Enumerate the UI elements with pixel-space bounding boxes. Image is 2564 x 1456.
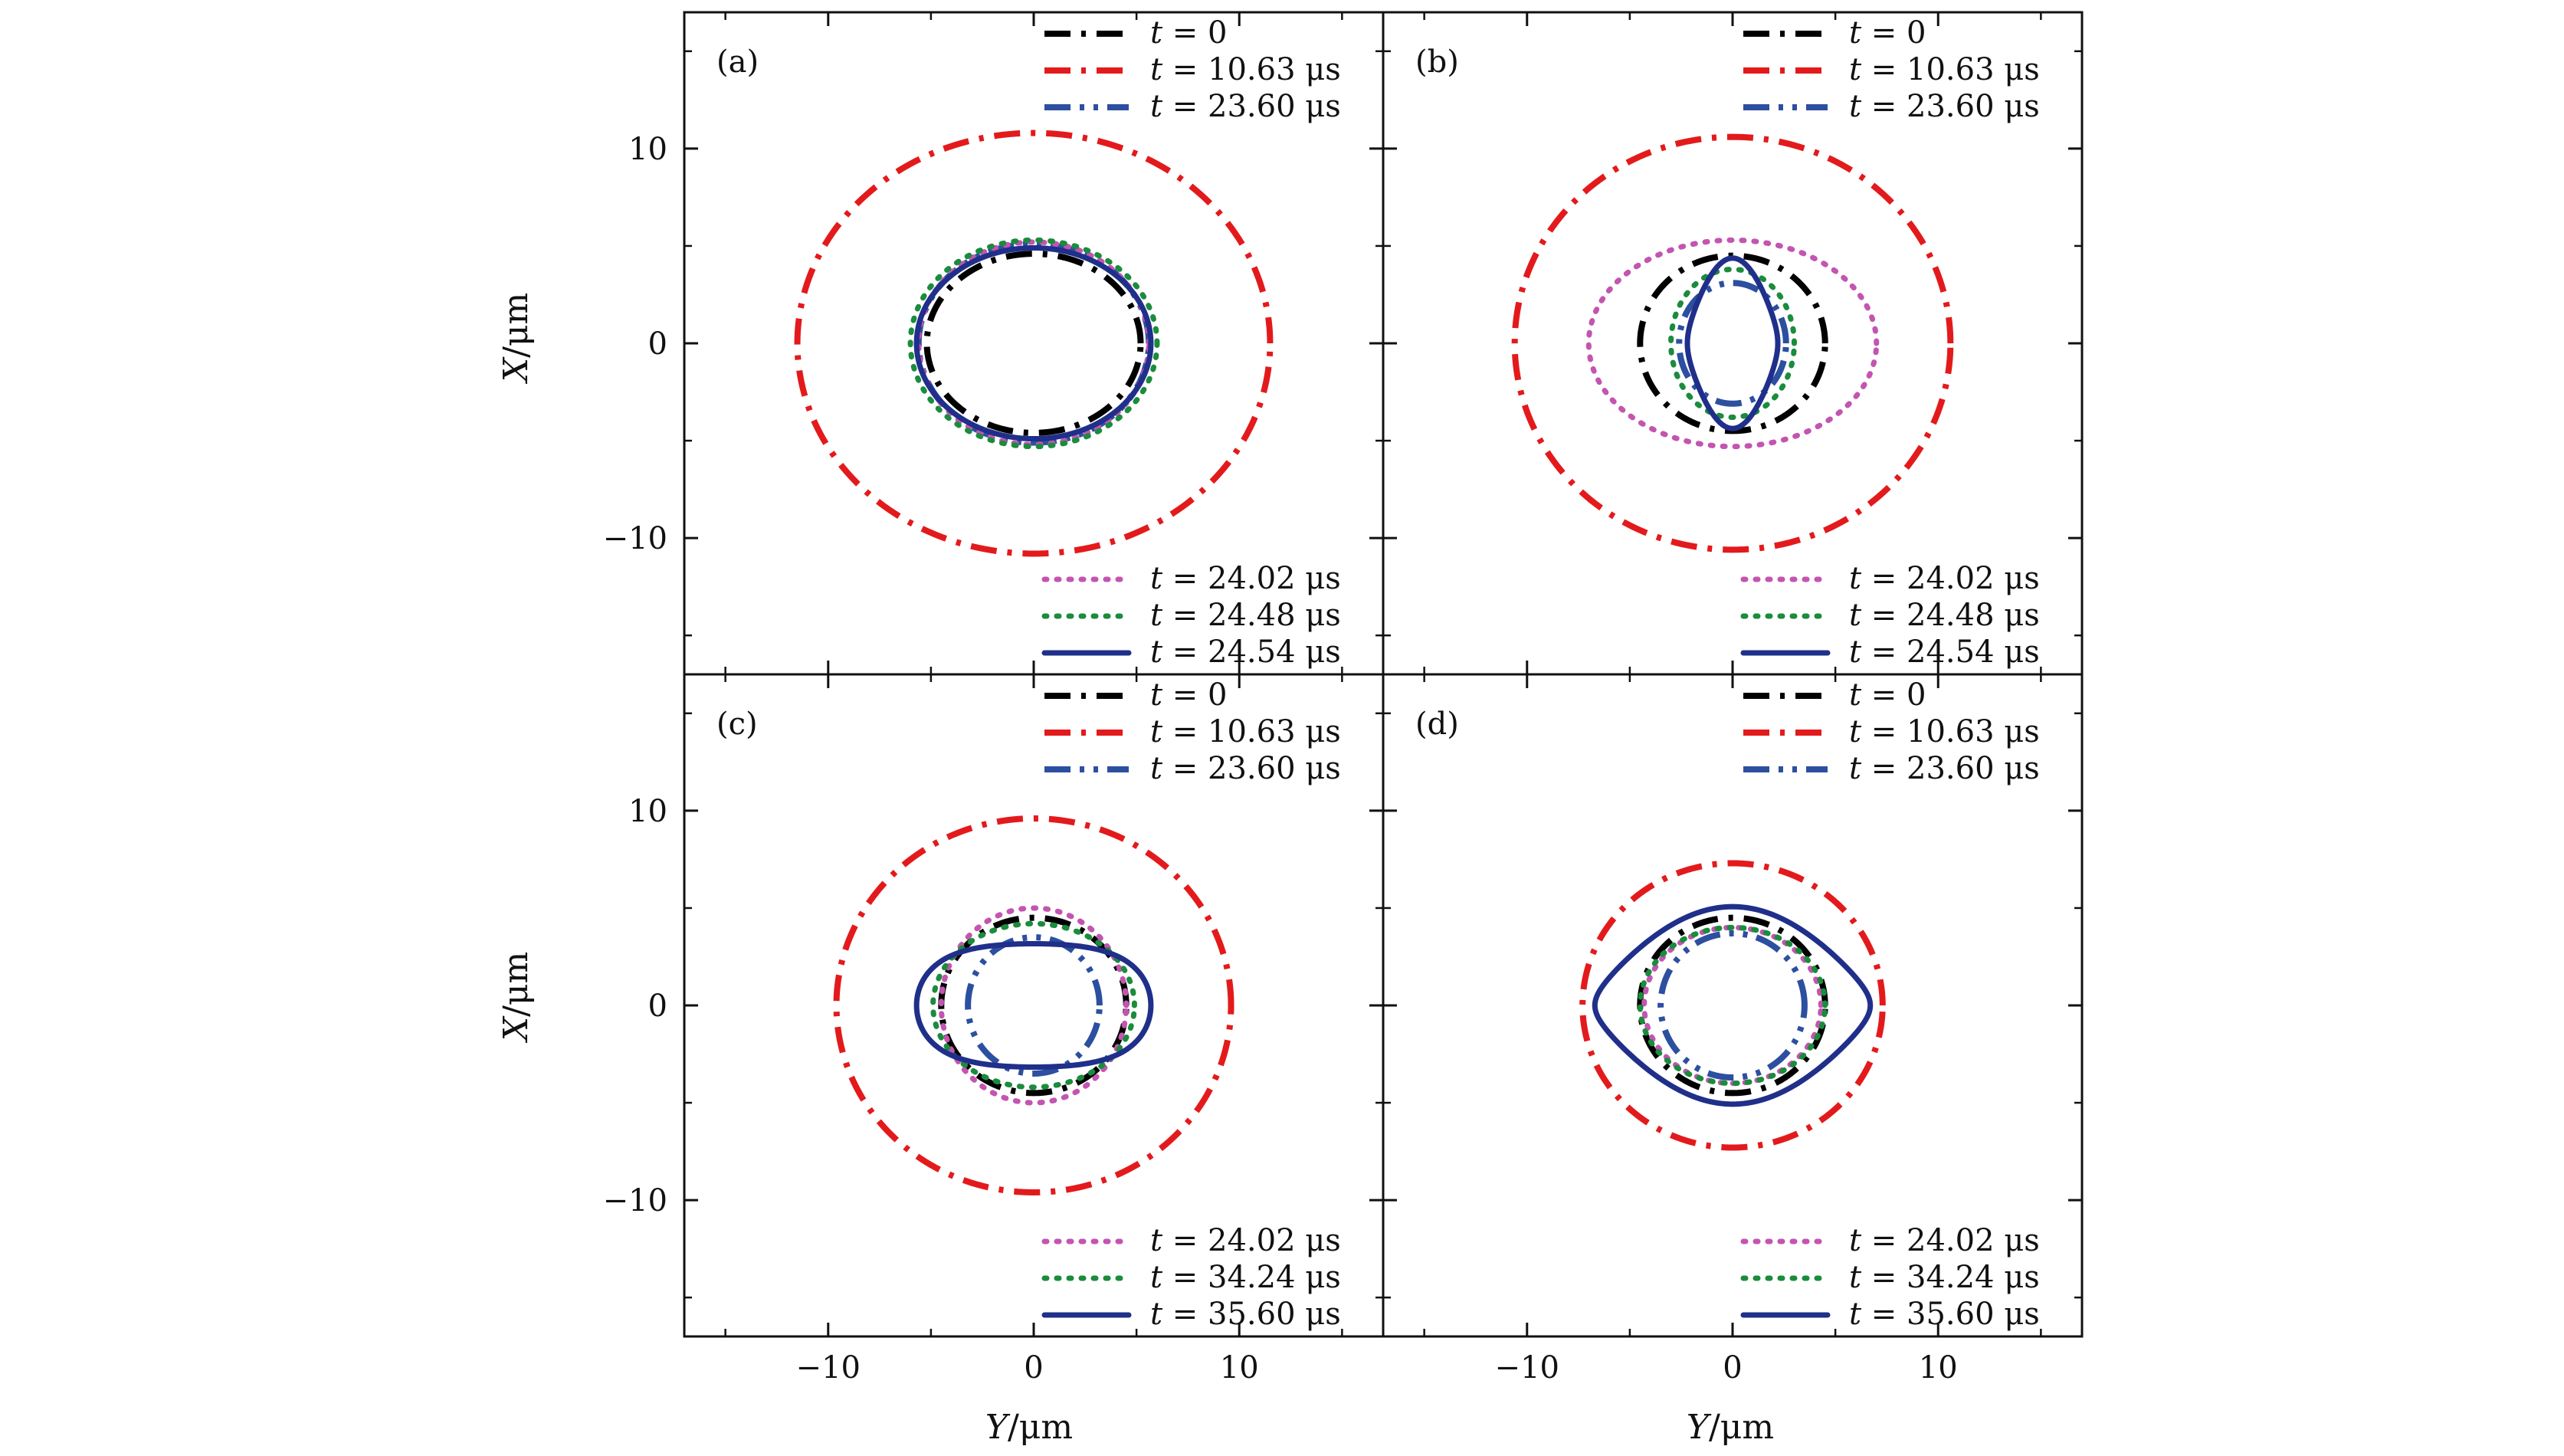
panel-d: −10 0 10(d)t = 0t = 10.63 μst = 23.60 μst … xyxy=(1382,673,2084,1385)
series-group xyxy=(1579,860,1886,1151)
legend-entry: t = 24.02 μs xyxy=(1849,561,2040,596)
series-line xyxy=(1637,252,1828,435)
y-tick-label: 10 xyxy=(628,794,667,829)
legend-entry: t = 23.60 μs xyxy=(1849,89,2040,124)
legend: t = 0t = 10.63 μst = 23.60 μs xyxy=(1044,15,1341,124)
legend: t = 0t = 10.63 μst = 23.60 μs xyxy=(1044,677,1341,786)
y-tick-label: −10 xyxy=(603,521,667,556)
series-line xyxy=(1585,237,1880,450)
series-line xyxy=(938,905,1130,1106)
series-line xyxy=(923,251,1144,436)
y-axis-title-top: X/μm xyxy=(497,293,536,384)
series-line xyxy=(1592,903,1874,1107)
legend-entry: t = 0 xyxy=(1849,15,1926,51)
series-line xyxy=(1579,860,1886,1151)
legend-entry: t = 10.63 μs xyxy=(1150,52,1341,87)
series-line xyxy=(930,920,1137,1090)
panel-label: (a) xyxy=(716,44,759,80)
series-line xyxy=(965,934,1103,1077)
series-line xyxy=(907,237,1160,450)
series-line xyxy=(1641,924,1824,1087)
panel-label: (d) xyxy=(1415,707,1459,742)
y-tick-label: 0 xyxy=(648,989,667,1024)
x-axis-title-left: Y/μm xyxy=(985,1408,1073,1447)
ticks xyxy=(1383,674,2082,1336)
legend-entry: t = 24.48 μs xyxy=(1150,598,1341,633)
panel-c: −10 0 10 −10 0 10 (c) t = 0t = 10.63 μst = 23.6… xyxy=(603,673,1385,1385)
legend-entry: t = 23.60 μs xyxy=(1150,751,1341,786)
x-axis-title-right: Y/μm xyxy=(1687,1408,1774,1447)
series-line xyxy=(794,130,1274,557)
y-tick-label: −10 xyxy=(603,1183,667,1218)
x-tick-label: 0 xyxy=(1723,1350,1742,1385)
series-group xyxy=(833,815,1234,1195)
series-group xyxy=(794,130,1274,557)
legend-entry: t = 24.02 μs xyxy=(1150,1223,1341,1258)
series-line xyxy=(916,239,1152,448)
ticks xyxy=(684,12,1383,674)
legend-entry: t = 0 xyxy=(1849,677,1926,713)
legend-entry: t = 24.02 μs xyxy=(1849,1223,2040,1258)
ticks xyxy=(684,674,1383,1336)
series-line xyxy=(1511,133,1954,553)
legend: t = 24.02 μst = 24.48 μst = 24.54 μs xyxy=(1740,561,2040,670)
series-line xyxy=(1637,924,1828,1087)
legend-entry: t = 10.63 μs xyxy=(1849,52,2040,87)
x-tick-label: 0 xyxy=(1024,1350,1043,1385)
legend-entry: t = 24.54 μs xyxy=(1849,635,2040,670)
legend-entry: t = 34.24 μs xyxy=(1150,1260,1341,1295)
panel-label: (c) xyxy=(716,707,758,742)
legend-entry: t = 23.60 μs xyxy=(1849,751,2040,786)
x-tick-label: −10 xyxy=(1495,1350,1559,1385)
legend: t = 24.02 μst = 34.24 μst = 35.60 μs xyxy=(1740,1223,2040,1332)
series-line xyxy=(913,940,1154,1071)
legend: t = 24.02 μst = 24.48 μst = 24.54 μs xyxy=(1041,561,1341,670)
legend-entry: t = 24.02 μs xyxy=(1150,561,1341,596)
x-tick-label: 10 xyxy=(1919,1350,1958,1385)
axis-titles: X/μm X/μm Y/μm Y/μm xyxy=(497,293,1774,1447)
legend-entry: t = 10.63 μs xyxy=(1849,714,2040,749)
legend: t = 0t = 10.63 μst = 23.60 μs xyxy=(1743,677,2040,786)
legend-entry: t = 23.60 μs xyxy=(1150,89,1341,124)
legend-entry: t = 24.54 μs xyxy=(1150,635,1341,670)
x-tick-label: 10 xyxy=(1220,1350,1259,1385)
legend-entry: t = 10.63 μs xyxy=(1150,714,1341,749)
panel-b: (b) t = 0t = 10.63 μst = 23.60 μs t = 24.0… xyxy=(1382,11,2084,676)
series-line xyxy=(1637,914,1828,1097)
legend: t = 0t = 10.63 μst = 23.60 μs xyxy=(1743,15,2040,124)
legend-entry: t = 0 xyxy=(1150,677,1227,713)
series-line xyxy=(833,815,1234,1195)
y-axis-title-bottom: X/μm xyxy=(497,952,536,1043)
series-group xyxy=(1511,133,1954,553)
ticks xyxy=(1383,12,2082,674)
series-line xyxy=(1657,930,1808,1081)
legend-entry: t = 34.24 μs xyxy=(1849,1260,2040,1295)
legend-entry: t = 0 xyxy=(1150,15,1227,51)
series-line xyxy=(913,244,1154,442)
legend-entry: t = 35.60 μs xyxy=(1849,1297,2040,1332)
series-line xyxy=(1676,280,1789,407)
legend-entry: t = 24.48 μs xyxy=(1849,598,2040,633)
panel-label: (b) xyxy=(1415,44,1459,80)
series-line xyxy=(1668,266,1797,421)
x-tick-label: −10 xyxy=(796,1350,861,1385)
series-line xyxy=(1684,255,1781,431)
legend-entry: t = 35.60 μs xyxy=(1150,1297,1341,1332)
y-tick-label: 10 xyxy=(628,132,667,167)
y-tick-label: 0 xyxy=(648,326,667,362)
legend: t = 24.02 μst = 34.24 μst = 35.60 μs xyxy=(1041,1223,1341,1332)
